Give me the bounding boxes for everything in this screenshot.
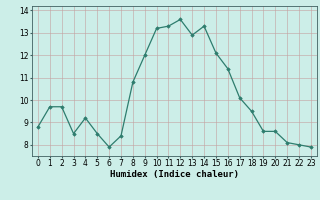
X-axis label: Humidex (Indice chaleur): Humidex (Indice chaleur) — [110, 170, 239, 179]
